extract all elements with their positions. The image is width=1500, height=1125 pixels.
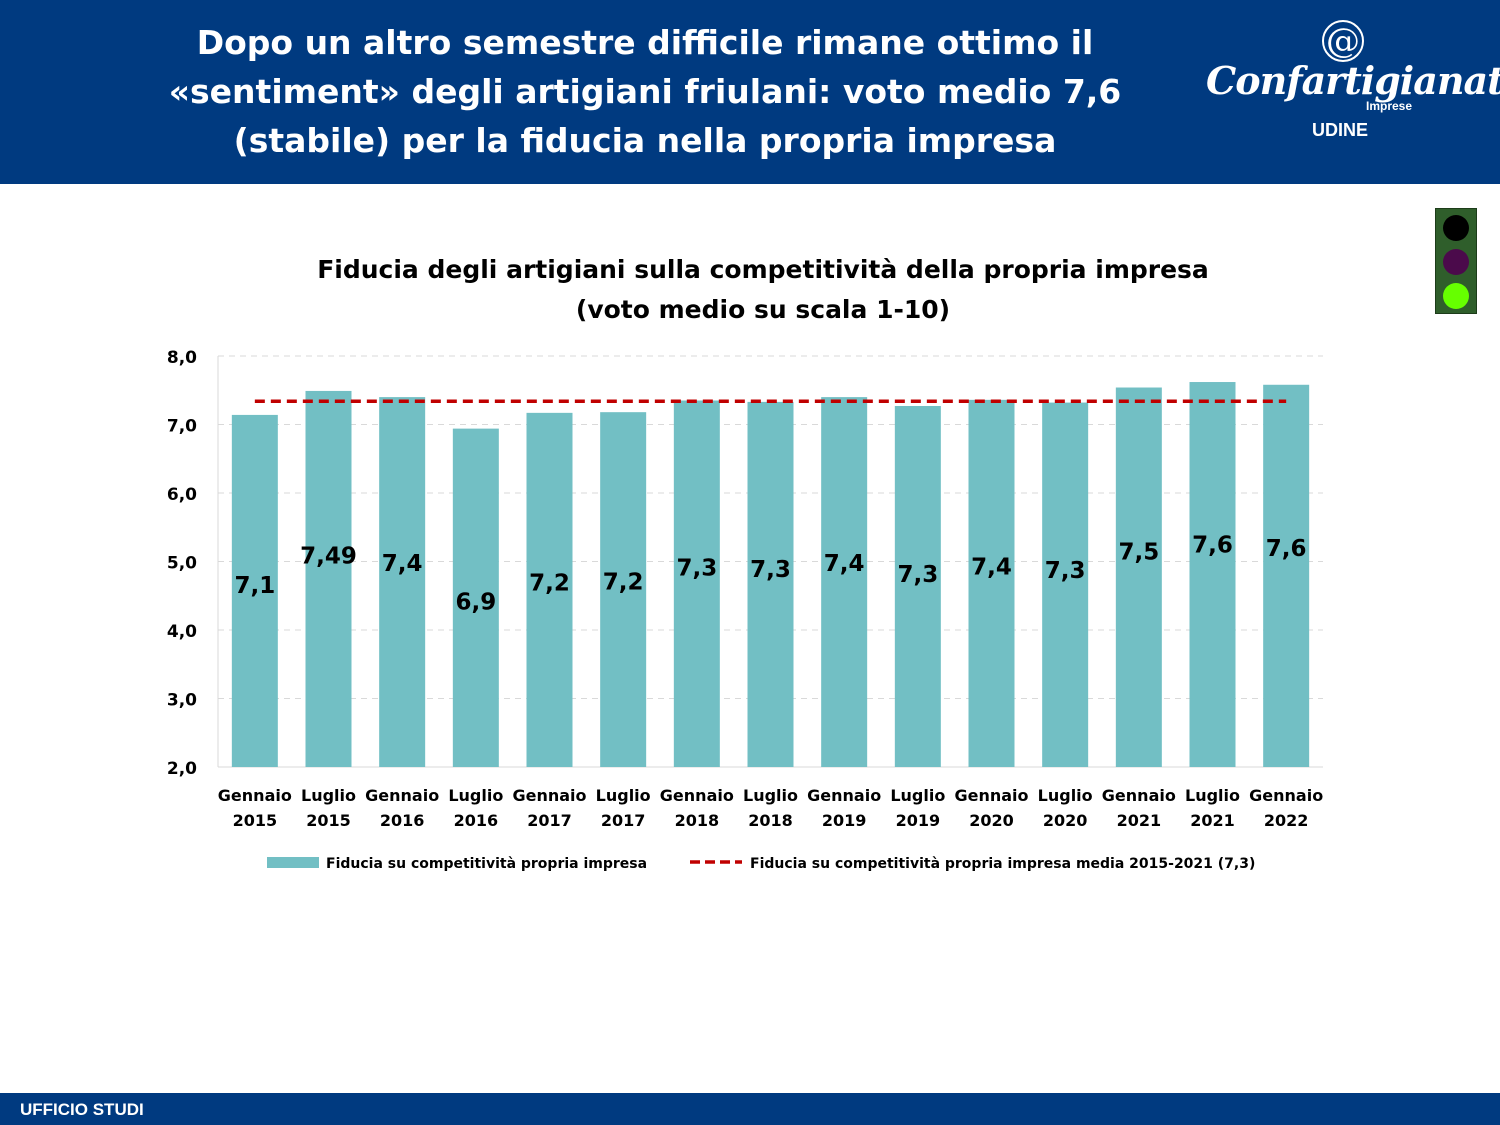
chart-title-block: Fiducia degli artigiani sulla competitiv… [263, 250, 1263, 330]
bar [968, 399, 1015, 767]
bar [1189, 382, 1236, 767]
legend-label-average: Fiducia su competitività propria impresa… [750, 856, 1255, 872]
data-label: 7,4 [971, 554, 1012, 580]
data-label: 7,5 [1118, 539, 1159, 565]
data-label: 7,3 [1045, 558, 1086, 584]
x-tick-label: 2022 [1264, 811, 1309, 830]
confartigianato-logo: @ Confartigianato Imprese UDINE [1200, 18, 1500, 148]
y-tick-label: 2,0 [167, 759, 197, 779]
data-label: 7,3 [897, 562, 938, 588]
x-tick-label: 2020 [969, 811, 1014, 830]
legend-swatch-bars [267, 857, 319, 868]
x-tick-label: 2015 [233, 811, 278, 830]
bar [821, 397, 868, 767]
bar [1042, 402, 1089, 767]
y-tick-label: 4,0 [167, 622, 197, 642]
data-label: 6,9 [455, 590, 496, 616]
x-tick-label: 2018 [748, 811, 793, 830]
bar [526, 412, 573, 767]
bar [1263, 384, 1310, 767]
traffic-lamp-bottom [1443, 283, 1469, 309]
bar [747, 401, 794, 767]
footer-bar: UFFICIO STUDI [0, 1093, 1500, 1125]
x-tick-label: 2021 [1190, 811, 1235, 830]
x-tick-label: Luglio [1185, 786, 1240, 805]
title-line: Dopo un altro semestre difficile rimane … [196, 23, 1094, 62]
x-tick-label: 2019 [896, 811, 941, 830]
at-sign-icon: @ [1322, 20, 1364, 62]
y-tick-label: 5,0 [167, 554, 197, 574]
x-tick-label: Luglio [596, 786, 651, 805]
x-tick-label: 2019 [822, 811, 867, 830]
x-tick-label: 2021 [1117, 811, 1162, 830]
header-banner: Dopo un altro semestre difficile rimane … [0, 0, 1500, 184]
data-label: 7,49 [300, 544, 357, 570]
x-tick-label: Gennaio [807, 786, 881, 805]
x-tick-label: 2020 [1043, 811, 1088, 830]
bar [379, 397, 426, 767]
bar [1115, 387, 1162, 767]
logo-sub: Imprese [1366, 99, 1413, 113]
title-line: (stabile) per la fiducia nella propria i… [233, 121, 1057, 160]
traffic-light-icon [1435, 208, 1477, 314]
data-label: 7,6 [1266, 536, 1307, 562]
bar [305, 390, 352, 767]
data-label: 7,3 [676, 555, 717, 581]
bar [894, 406, 941, 767]
bar [231, 414, 278, 767]
y-tick-label: 6,0 [167, 485, 197, 505]
x-tick-label: Luglio [743, 786, 798, 805]
bar [452, 428, 499, 767]
data-label: 7,1 [234, 573, 275, 599]
x-tick-label: Gennaio [660, 786, 734, 805]
footer-label: UFFICIO STUDI [20, 1100, 144, 1119]
x-tick-label: Gennaio [365, 786, 439, 805]
bar [600, 412, 647, 767]
chart-subtitle: (voto medio su scala 1-10) [575, 295, 951, 324]
chart-title: Fiducia degli artigiani sulla competitiv… [317, 255, 1209, 284]
logo-name: Confartigianato [1206, 58, 1500, 103]
x-tick-label: 2017 [601, 811, 646, 830]
x-tick-label: 2016 [454, 811, 499, 830]
x-tick-label: Gennaio [954, 786, 1028, 805]
x-tick-label: Luglio [448, 786, 503, 805]
x-tick-label: 2016 [380, 811, 425, 830]
data-label: 7,2 [529, 570, 570, 596]
x-tick-label: Luglio [890, 786, 945, 805]
data-label: 7,2 [603, 569, 644, 595]
x-tick-label: 2017 [527, 811, 572, 830]
legend-label-bars: Fiducia su competitività propria impresa [326, 856, 647, 872]
data-label: 7,4 [824, 551, 865, 577]
x-tick-label: Gennaio [218, 786, 292, 805]
bar [673, 400, 720, 767]
logo-city: UDINE [1312, 120, 1369, 140]
traffic-lamp-middle [1443, 249, 1469, 275]
page-title: Dopo un altro semestre difficile rimane … [150, 18, 1140, 165]
x-tick-label: Luglio [1038, 786, 1093, 805]
y-tick-label: 7,0 [167, 417, 197, 437]
data-label: 7,4 [382, 551, 423, 577]
y-tick-label: 3,0 [167, 691, 197, 711]
data-label: 7,3 [750, 557, 791, 583]
x-tick-label: 2018 [675, 811, 720, 830]
traffic-lamp-top [1443, 215, 1469, 241]
x-tick-label: Gennaio [1249, 786, 1323, 805]
x-tick-label: Gennaio [1102, 786, 1176, 805]
x-tick-label: Gennaio [512, 786, 586, 805]
title-line: «sentiment» degli artigiani friulani: vo… [168, 72, 1122, 111]
x-tick-label: 2015 [306, 811, 351, 830]
x-tick-label: Luglio [301, 786, 356, 805]
y-tick-label: 8,0 [167, 348, 197, 368]
data-label: 7,6 [1192, 533, 1233, 559]
